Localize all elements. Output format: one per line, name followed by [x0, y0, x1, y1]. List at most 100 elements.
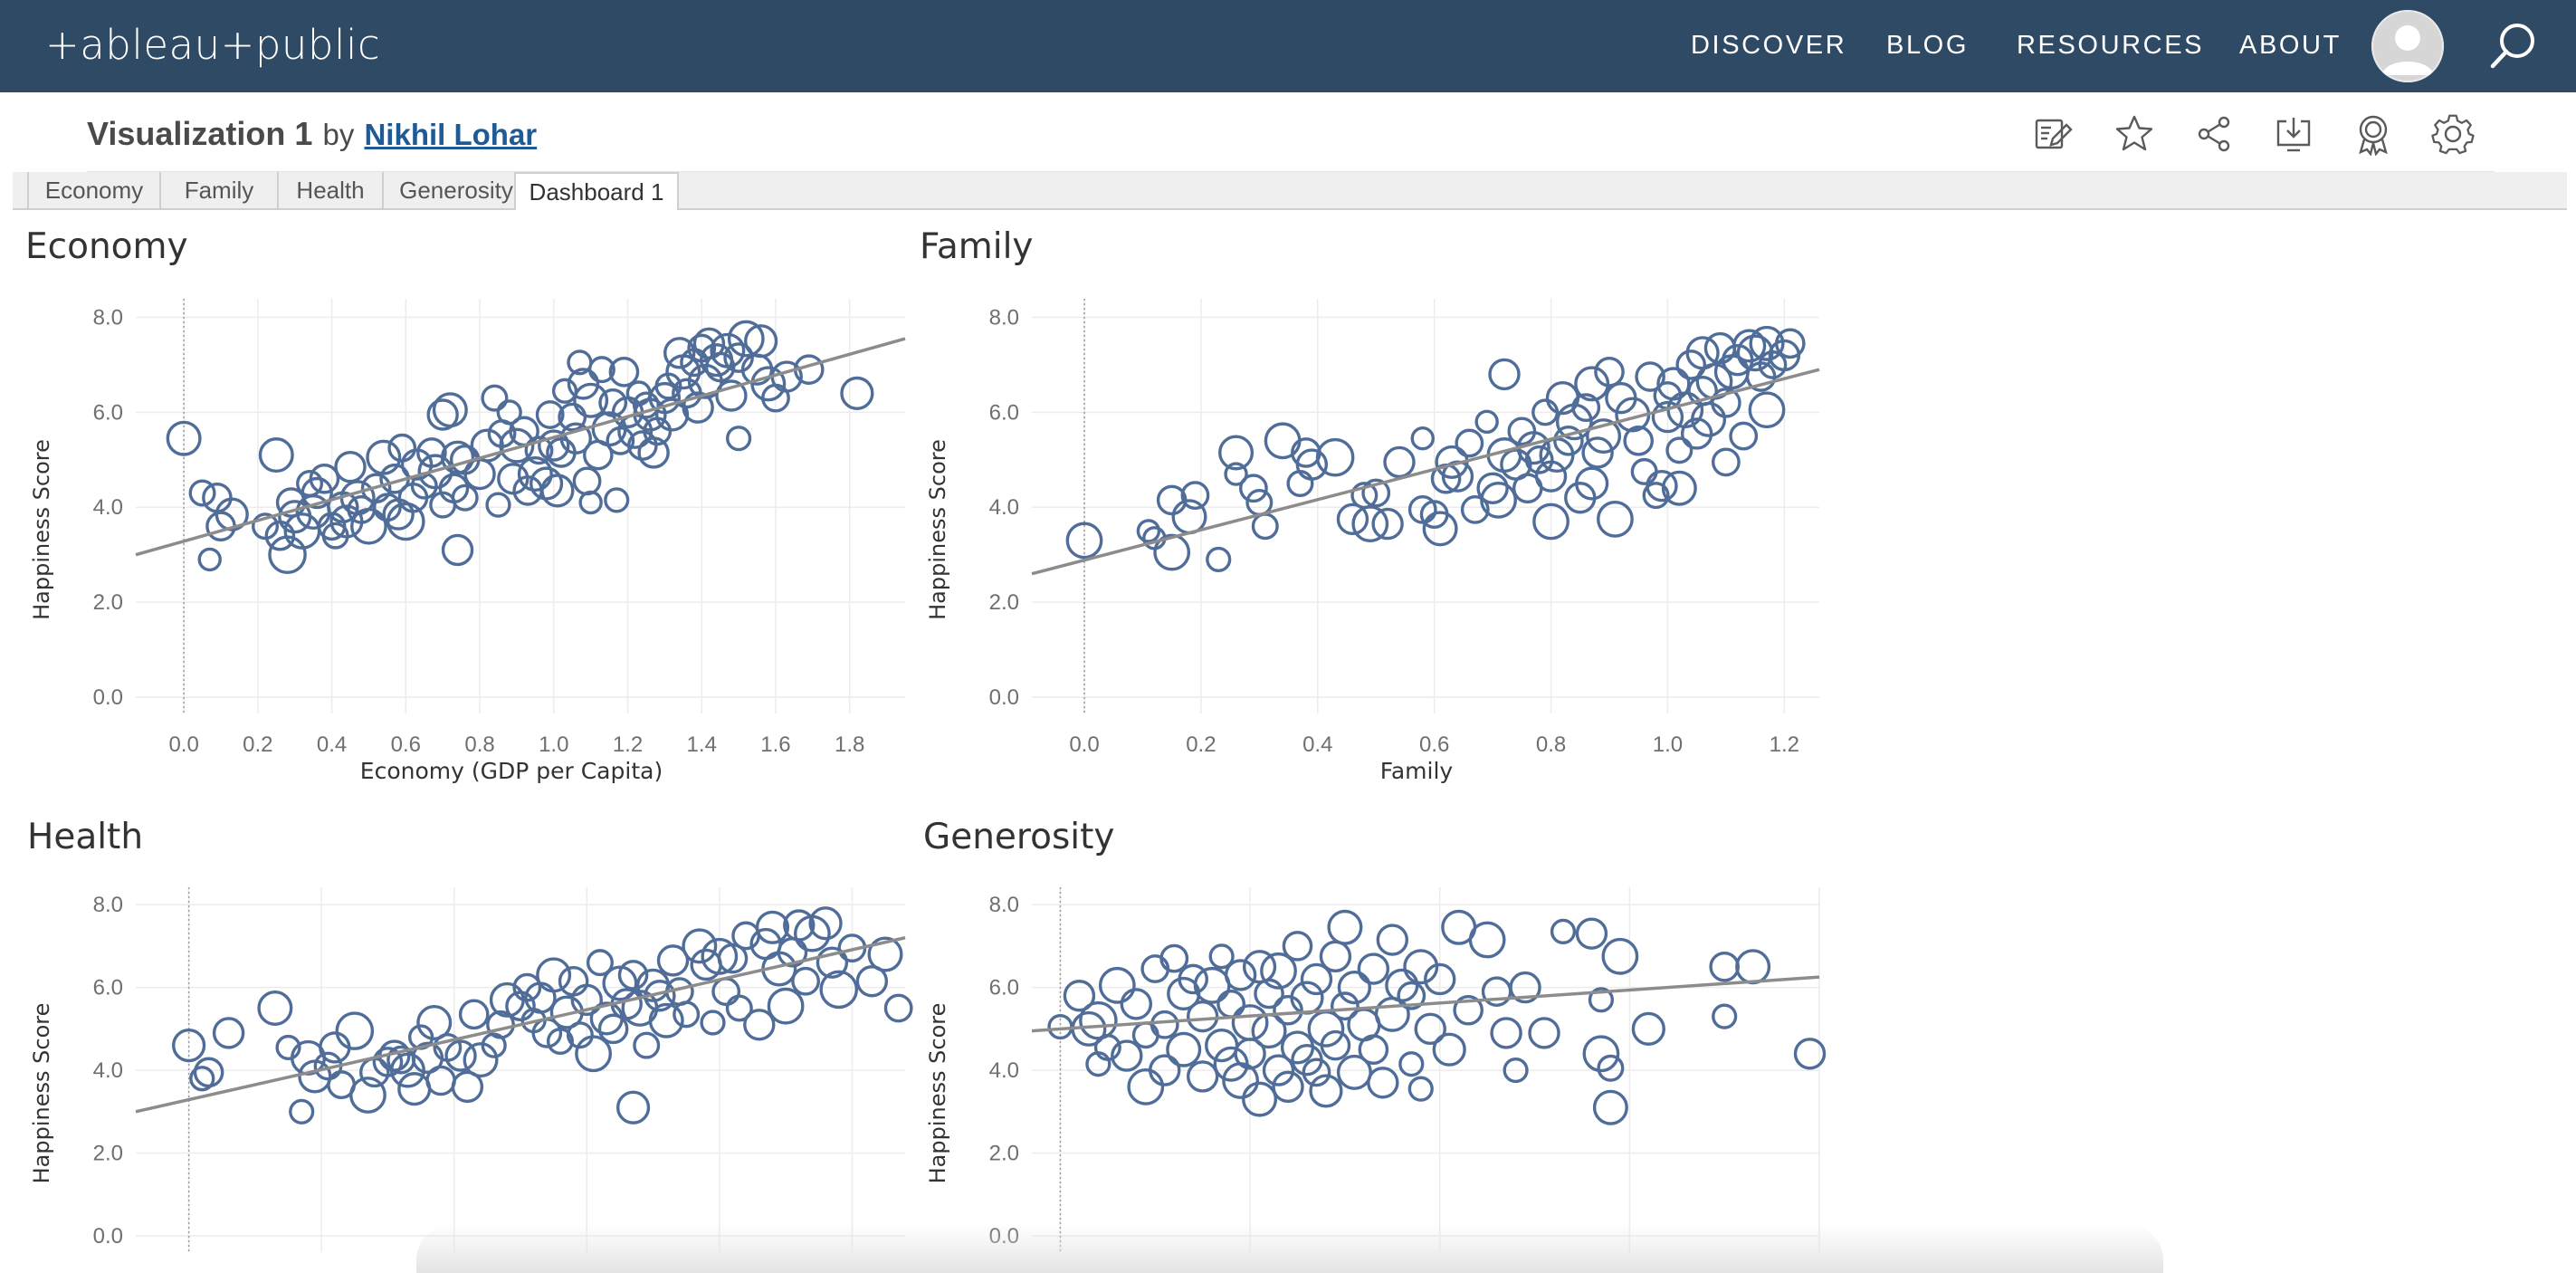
economy-data-point[interactable]	[451, 483, 479, 512]
health-data-point[interactable]	[458, 999, 490, 1030]
family-data-point[interactable]	[1642, 482, 1670, 510]
generosity-data-point[interactable]	[1357, 952, 1390, 985]
generosity-data-point[interactable]	[1111, 1039, 1143, 1072]
health-data-point[interactable]	[791, 966, 820, 996]
family-data-point[interactable]	[1295, 448, 1329, 481]
family-data-point[interactable]	[1581, 436, 1614, 469]
health-data-point[interactable]	[172, 1029, 206, 1063]
generosity-data-point[interactable]	[1631, 1011, 1665, 1046]
health-data-point[interactable]	[767, 987, 805, 1025]
family-data-point[interactable]	[1156, 484, 1188, 516]
economy-data-point[interactable]	[188, 479, 216, 507]
generosity-data-point[interactable]	[1367, 1067, 1399, 1099]
generosity-data-point[interactable]	[1093, 1033, 1121, 1061]
tab-health[interactable]: Health	[279, 172, 384, 208]
family-data-point[interactable]	[1488, 358, 1521, 391]
health-data-point[interactable]	[335, 1011, 375, 1050]
health-data-point[interactable]	[444, 1039, 477, 1072]
economy-trend-line[interactable]	[135, 337, 906, 557]
economy-data-point[interactable]	[538, 429, 570, 462]
economy-data-point[interactable]	[334, 450, 367, 483]
tab-economy[interactable]: Economy	[27, 172, 161, 208]
family-trend-line[interactable]	[1031, 368, 1820, 576]
economy-data-point[interactable]	[535, 400, 565, 429]
health-data-point[interactable]	[867, 936, 903, 972]
generosity-data-point[interactable]	[1331, 991, 1360, 1021]
family-data-point[interactable]	[1224, 462, 1248, 486]
generosity-data-point[interactable]	[1260, 952, 1297, 990]
generosity-data-point[interactable]	[1320, 1029, 1351, 1061]
health-data-point[interactable]	[212, 1017, 245, 1049]
family-data-point[interactable]	[1646, 469, 1678, 502]
health-data-point[interactable]	[615, 1090, 651, 1125]
family-data-point[interactable]	[1422, 511, 1458, 547]
generosity-data-point[interactable]	[1300, 962, 1333, 996]
health-data-point[interactable]	[783, 909, 816, 942]
generosity-data-point[interactable]	[1098, 966, 1136, 1004]
economy-data-point[interactable]	[258, 437, 294, 474]
generosity-data-point[interactable]	[1282, 931, 1313, 962]
family-data-point[interactable]	[1553, 426, 1584, 456]
family-data-point[interactable]	[1586, 418, 1622, 455]
economy-data-point[interactable]	[572, 466, 602, 496]
economy-data-point[interactable]	[604, 487, 630, 513]
health-data-point[interactable]	[617, 960, 649, 991]
family-data-point[interactable]	[1136, 519, 1161, 543]
health-data-point[interactable]	[349, 1077, 386, 1114]
health-data-point[interactable]	[633, 1031, 661, 1059]
family-data-point[interactable]	[1206, 546, 1232, 573]
economy-data-point[interactable]	[499, 427, 535, 464]
family-data-point[interactable]	[1635, 361, 1665, 392]
economy-data-point[interactable]	[715, 379, 748, 412]
search-icon[interactable]	[2487, 20, 2540, 72]
generosity-data-point[interactable]	[1186, 1060, 1219, 1093]
family-data-point[interactable]	[1711, 447, 1741, 477]
generosity-data-point[interactable]	[1224, 959, 1257, 991]
health-data-point[interactable]	[451, 1070, 484, 1104]
health-data-point[interactable]	[725, 994, 753, 1022]
family-data-point[interactable]	[1623, 426, 1655, 456]
economy-data-point[interactable]	[540, 474, 575, 508]
family-data-point[interactable]	[1065, 522, 1103, 560]
download-icon[interactable]	[2272, 112, 2315, 156]
health-data-point[interactable]	[711, 977, 741, 1007]
family-data-point[interactable]	[1748, 391, 1786, 429]
family-data-point[interactable]	[1630, 457, 1658, 485]
generosity-data-point[interactable]	[1150, 1010, 1179, 1039]
family-data-point[interactable]	[1180, 481, 1210, 511]
tab-dashboard-1[interactable]: Dashboard 1	[514, 172, 679, 210]
family-data-point[interactable]	[1410, 426, 1435, 451]
health-data-point[interactable]	[855, 965, 889, 998]
generosity-data-point[interactable]	[1407, 1076, 1434, 1102]
generosity-data-point[interactable]	[1272, 1070, 1304, 1104]
health-data-point[interactable]	[546, 1028, 574, 1056]
generosity-data-point[interactable]	[1127, 1067, 1165, 1106]
health-data-point[interactable]	[536, 957, 572, 993]
generosity-data-point[interactable]	[1397, 981, 1426, 1010]
economy-data-point[interactable]	[524, 436, 554, 465]
family-data-point[interactable]	[1251, 512, 1279, 541]
health-data-point[interactable]	[673, 1000, 701, 1029]
economy-data-point[interactable]	[744, 324, 778, 359]
economy-data-point[interactable]	[416, 437, 447, 468]
health-data-point[interactable]	[700, 1010, 726, 1036]
health-data-point[interactable]	[425, 1065, 456, 1096]
family-data-point[interactable]	[1238, 474, 1268, 503]
economy-data-point[interactable]	[654, 397, 690, 432]
economy-data-point[interactable]	[573, 382, 609, 418]
economy-data-point[interactable]	[637, 436, 670, 469]
health-data-point[interactable]	[257, 990, 293, 1026]
economy-data-point[interactable]	[682, 391, 714, 424]
economy-data-point[interactable]	[727, 320, 765, 358]
generosity-data-point[interactable]	[1712, 1003, 1738, 1029]
generosity-data-point[interactable]	[1159, 943, 1189, 973]
economy-data-point[interactable]	[726, 426, 752, 452]
health-data-point[interactable]	[808, 906, 843, 941]
nav-discover-link[interactable]: DISCOVER	[1691, 31, 1847, 60]
star-icon[interactable]	[2113, 112, 2156, 156]
economy-data-point[interactable]	[723, 342, 754, 373]
family-data-point[interactable]	[1729, 421, 1759, 451]
economy-data-point[interactable]	[750, 366, 787, 402]
family-data-point[interactable]	[1594, 356, 1625, 388]
family-data-point[interactable]	[1361, 478, 1391, 508]
